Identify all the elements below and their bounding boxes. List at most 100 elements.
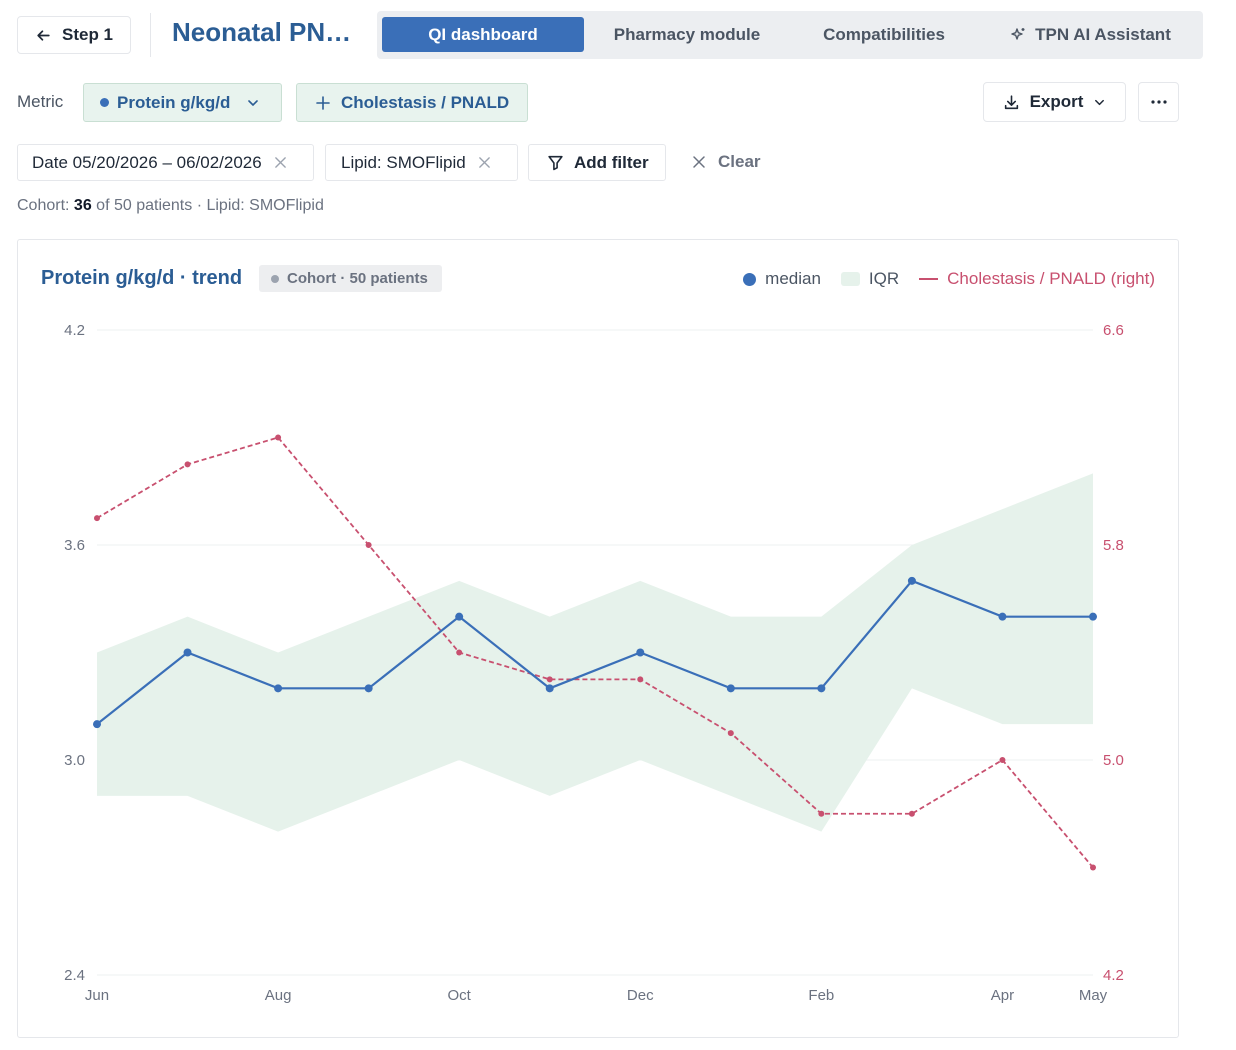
cohort-summary: Cohort: 36 of 50 patients · Lipid: SMOFl…	[17, 197, 324, 215]
legend-line-icon	[919, 278, 939, 280]
close-icon	[478, 157, 490, 168]
cohort-badge: Cohort · 50 patients	[259, 265, 442, 292]
cholestasis-point	[637, 676, 644, 683]
median-point	[455, 612, 464, 621]
median-line	[96, 579, 1093, 726]
cholestasis-point	[184, 461, 191, 468]
add-filter-label: Add filter	[574, 152, 649, 172]
metric-select-value: Protein g/kg/d	[117, 92, 231, 112]
legend-label: median	[765, 269, 821, 288]
lipid-filter-label: Lipid: SMOFlipid	[341, 152, 466, 172]
cohort-prefix: Cohort:	[17, 197, 70, 214]
y-left-tick-label: 3.0	[64, 752, 85, 769]
clear-filters-label: Clear	[718, 152, 761, 171]
x-tick-label: Oct	[448, 987, 472, 1004]
page-title: Neonatal PN…	[172, 17, 352, 47]
y-left-tick-label: 2.4	[64, 967, 85, 984]
legend-label: IQR	[868, 269, 900, 288]
median-point	[274, 684, 283, 693]
step-label: Step 1	[61, 25, 114, 44]
legend-item-cholestasis[interactable]: Cholestasis / PNALD (right)	[919, 269, 1155, 289]
trend-chart-card: 4.2 3.6 3.0 2.4 6.6 5.8 5.0 4.2 Jun Aug Oct Dec Feb A…	[17, 239, 1179, 1038]
back-step-button[interactable]: Step 1	[17, 16, 131, 54]
y-right-tick-label: 4.2	[1103, 967, 1124, 984]
chart-title: Protein g/kg/d · trend	[41, 267, 243, 289]
lipid-filter-chip[interactable]: Lipid: SMOFlipid	[325, 144, 518, 181]
median-point	[545, 684, 554, 693]
cholestasis-line	[96, 436, 1094, 869]
export-button[interactable]: Export	[983, 82, 1126, 122]
median-point	[183, 648, 192, 657]
median-point	[1089, 612, 1097, 621]
module-tabs: QI dashboard Pharmacy module Compatibili…	[377, 11, 1203, 59]
x-tick-label: Dec	[627, 987, 654, 1004]
x-tick-label: Aug	[265, 987, 292, 1004]
legend-item-median[interactable]: median	[743, 269, 821, 289]
arrow-left-icon	[37, 29, 50, 41]
cholestasis-point	[365, 542, 372, 548]
tab-label: Pharmacy module	[613, 24, 761, 44]
metric-select[interactable]: Protein g/kg/d	[83, 83, 282, 122]
chevron-down-icon	[248, 99, 259, 106]
cholestasis-point	[999, 757, 1006, 763]
median-point	[636, 648, 645, 657]
date-filter-chip[interactable]: Date 05/20/2026 – 06/02/2026	[17, 144, 314, 181]
export-label: Export	[1029, 92, 1084, 111]
legend-item-iqr[interactable]: IQR	[840, 269, 900, 289]
x-tick-label: Jun	[85, 987, 109, 1004]
date-filter-label: Date 05/20/2026 – 06/02/2026	[32, 152, 262, 172]
cohort-count: 36	[73, 197, 92, 214]
legend-label: Cholestasis / PNALD (right)	[947, 269, 1155, 288]
y-left-tick-label: 3.6	[64, 537, 85, 554]
legend-dot-icon	[743, 272, 757, 286]
y-right-tick-label: 5.8	[1103, 537, 1124, 554]
median-point	[726, 684, 735, 693]
top-bar: Step 1 Neonatal PN… QI dashboard Pharmac…	[0, 0, 1236, 70]
badge-dot-icon	[271, 274, 279, 283]
cholestasis-point	[546, 676, 553, 683]
cholestasis-point	[1090, 864, 1096, 871]
add-metric-label: Cholestasis / PNALD	[341, 92, 510, 112]
cohort-badge-label: Cohort · 50 patients	[287, 270, 428, 287]
tab-compatibilities[interactable]: Compatibilities	[789, 17, 979, 52]
tab-pharmacy-module[interactable]: Pharmacy module	[589, 17, 785, 52]
cholestasis-point	[908, 810, 915, 817]
download-icon	[1004, 94, 1018, 109]
header-divider	[150, 13, 151, 57]
y-right-tick-label: 5.0	[1103, 752, 1124, 769]
more-horizontal-icon	[1150, 100, 1167, 104]
remove-filter-button[interactable]	[274, 156, 287, 169]
remove-filter-button[interactable]	[478, 156, 491, 169]
tab-label: QI dashboard	[428, 24, 538, 44]
clear-filters-button[interactable]: Clear	[692, 152, 761, 172]
chevron-down-icon	[1095, 99, 1105, 105]
metric-label: Metric	[17, 92, 64, 111]
trend-chart: 4.2 3.6 3.0 2.4 6.6 5.8 5.0 4.2 Jun Aug Oct Dec Feb A…	[64, 322, 1124, 1004]
iqr-band	[97, 473, 1093, 832]
cohort-suffix: of 50 patients · Lipid: SMOFlipid	[96, 197, 324, 214]
add-filter-button[interactable]: Add filter	[528, 144, 666, 181]
tab-label: TPN AI Assistant	[1035, 24, 1171, 44]
median-point	[817, 684, 826, 693]
cholestasis-point	[456, 649, 463, 656]
close-icon	[693, 156, 705, 168]
add-metric-button[interactable]: Cholestasis / PNALD	[296, 83, 528, 122]
close-icon	[274, 157, 286, 168]
x-tick-label: Feb	[808, 987, 834, 1004]
cholestasis-point	[818, 810, 825, 817]
x-tick-label: May	[1079, 987, 1108, 1004]
y-left-tick-label: 4.2	[64, 322, 85, 339]
legend-swatch-icon	[840, 272, 860, 286]
more-options-button[interactable]	[1138, 82, 1179, 122]
sparkle-icon	[1011, 27, 1025, 40]
x-tick-label: Apr	[991, 987, 1014, 1004]
cholestasis-point	[94, 515, 100, 522]
chart-legend: median IQR Cholestasis / PNALD (right)	[723, 269, 1155, 289]
filter-icon	[548, 155, 563, 171]
plus-icon	[316, 95, 330, 110]
median-point	[93, 720, 101, 729]
tab-tpn-ai-assistant[interactable]: TPN AI Assistant	[983, 17, 1197, 52]
cholestasis-point	[275, 434, 282, 441]
median-point	[998, 612, 1007, 621]
tab-qi-dashboard[interactable]: QI dashboard	[382, 17, 584, 52]
